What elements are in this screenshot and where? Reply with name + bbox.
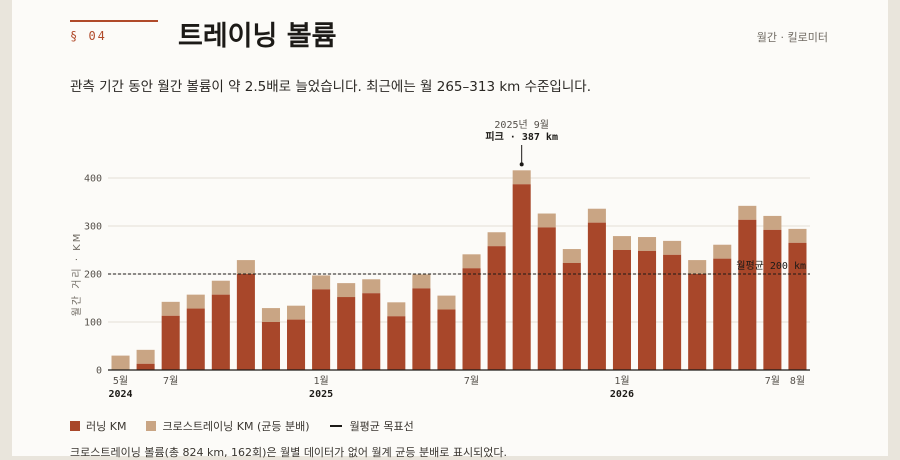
bar-cross bbox=[362, 279, 381, 294]
bar-cross bbox=[412, 274, 431, 289]
page-title: 트레이닝 볼륨 bbox=[178, 21, 337, 52]
bar-running bbox=[387, 316, 406, 370]
bar-running bbox=[688, 274, 707, 370]
x-year-label: 2024 bbox=[108, 389, 132, 400]
chart-legend: 러닝 KM 크로스트레이닝 KM (균등 분배) 월평균 목표선 bbox=[70, 418, 434, 434]
x-tick-label: 7월 bbox=[765, 375, 780, 387]
y-tick-label: 400 bbox=[84, 174, 102, 185]
legend-item-running: 러닝 KM bbox=[70, 418, 126, 434]
bar-cross bbox=[738, 205, 757, 220]
bar-cross bbox=[236, 260, 255, 274]
bar-cross bbox=[612, 236, 631, 250]
bar-running bbox=[713, 258, 732, 370]
chart-card: § 04 트레이닝 볼륨 월간 · 킬로미터 관측 기간 동안 월간 볼륨이 약… bbox=[12, 0, 888, 459]
bar-cross bbox=[462, 254, 481, 269]
bar-cross bbox=[763, 215, 782, 230]
bar-running bbox=[763, 229, 782, 370]
bar-cross bbox=[337, 283, 356, 298]
bar-cross bbox=[287, 305, 306, 320]
peak-annotation-dot bbox=[519, 162, 524, 167]
x-year-label: 2025 bbox=[309, 389, 333, 400]
bar-running bbox=[261, 322, 280, 370]
legend-label-goal: 월평균 목표선 bbox=[349, 420, 414, 433]
bar-running bbox=[537, 227, 556, 370]
bar-cross bbox=[437, 295, 456, 310]
bar-cross bbox=[211, 280, 230, 295]
y-tick-label: 300 bbox=[84, 222, 102, 233]
y-tick-label: 200 bbox=[84, 270, 102, 281]
peak-annotation-date: 2025년 9월 bbox=[494, 119, 549, 131]
bar-running bbox=[487, 246, 506, 370]
bar-running bbox=[663, 254, 682, 370]
legend-item-cross: 크로스트레이닝 KM (균등 분배) bbox=[146, 418, 310, 434]
bar-running bbox=[211, 294, 230, 370]
bar-running bbox=[362, 293, 381, 370]
bar-cross bbox=[562, 249, 581, 263]
bar-running bbox=[612, 250, 631, 370]
legend-swatch-running bbox=[70, 421, 80, 431]
bar-cross bbox=[487, 232, 506, 247]
bar-cross bbox=[638, 237, 657, 251]
section-rule bbox=[70, 20, 158, 22]
bar-running bbox=[462, 268, 481, 370]
chart-subtitle: 관측 기간 동안 월간 볼륨이 약 2.5배로 늘었습니다. 최근에는 월 26… bbox=[70, 79, 591, 95]
units-label: 월간 · 킬로미터 bbox=[756, 31, 828, 44]
bar-running bbox=[136, 363, 155, 370]
goal-line-label: 월평균 200 km bbox=[736, 260, 806, 272]
bar-cross bbox=[537, 213, 556, 228]
bar-cross bbox=[136, 349, 155, 364]
bar-cross bbox=[688, 260, 707, 274]
bar-running bbox=[562, 262, 581, 370]
x-tick-label: 8월 bbox=[790, 375, 805, 387]
footnote: 크로스트레이닝 볼륨(총 824 km, 162회)은 월별 데이터가 없어 월… bbox=[70, 446, 507, 459]
bar-cross bbox=[512, 170, 531, 185]
section-number: § 04 bbox=[70, 29, 107, 43]
bar-running bbox=[738, 219, 757, 370]
y-tick-label: 0 bbox=[96, 366, 102, 377]
bar-cross bbox=[312, 275, 331, 290]
bar-running bbox=[287, 319, 306, 370]
y-tick-label: 100 bbox=[84, 318, 102, 329]
bar-running bbox=[437, 309, 456, 370]
bar-cross bbox=[788, 228, 807, 243]
bar-cross bbox=[261, 308, 280, 322]
bar-running bbox=[638, 250, 657, 370]
bar-running bbox=[186, 308, 205, 370]
legend-label-running: 러닝 KM bbox=[86, 420, 127, 433]
bar-running bbox=[236, 274, 255, 370]
x-tick-label: 5월 bbox=[113, 375, 128, 387]
bar-cross bbox=[663, 240, 682, 255]
bar-cross bbox=[387, 302, 406, 317]
x-tick-label: 7월 bbox=[464, 375, 479, 387]
bar-cross bbox=[161, 301, 180, 316]
bar-running bbox=[788, 242, 807, 370]
legend-label-cross: 크로스트레이닝 KM (균등 분배) bbox=[162, 420, 310, 433]
x-year-label: 2026 bbox=[610, 389, 634, 400]
bar-running bbox=[512, 184, 531, 370]
bar-cross bbox=[111, 355, 130, 370]
legend-swatch-cross bbox=[146, 421, 157, 431]
bar-running bbox=[337, 297, 356, 370]
x-tick-label: 1월 bbox=[313, 375, 328, 387]
bar-cross bbox=[186, 294, 205, 309]
legend-swatch-goal bbox=[329, 425, 342, 427]
x-tick-label: 7월 bbox=[163, 375, 178, 387]
bar-running bbox=[312, 289, 331, 370]
volume-chart: 0 100 200 300 400 월간 거리 · KM 월평균 200 km 5월 2024 7… bbox=[71, 119, 810, 400]
bar-running bbox=[161, 315, 180, 370]
x-tick-label: 1월 bbox=[614, 375, 629, 387]
bar-running bbox=[587, 222, 606, 370]
legend-item-goal: 월평균 목표선 bbox=[329, 418, 414, 434]
peak-annotation-value: 피크 · 387 km bbox=[485, 130, 558, 143]
bar-running bbox=[412, 288, 431, 370]
y-axis-label: 월간 거리 · KM bbox=[71, 232, 83, 317]
bar-cross bbox=[713, 244, 732, 259]
bar-cross bbox=[587, 208, 606, 223]
